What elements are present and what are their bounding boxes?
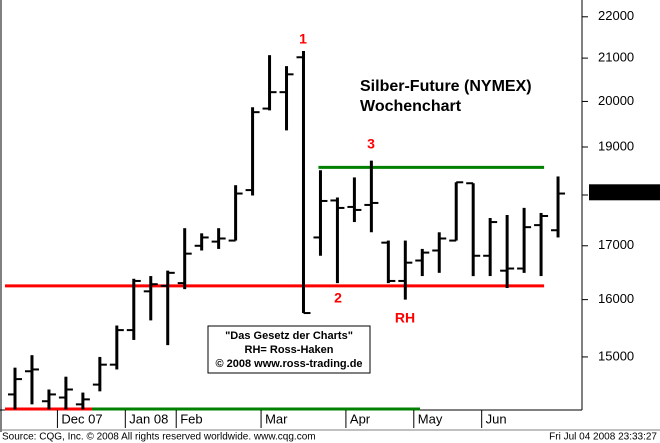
y-tick-label: 17000 [598, 237, 634, 252]
x-tick-label: Jan 08 [129, 411, 168, 426]
footer-timestamp: Fri Jul 04 2008 23:33:27 [549, 432, 657, 443]
chart-title: Silber-Future (NYMEX) [360, 78, 532, 95]
x-tick-label: Feb [180, 411, 202, 426]
y-tick-label: 16000 [598, 291, 634, 306]
x-tick-label: Apr [350, 411, 371, 426]
x-tick-label: Jun [486, 411, 507, 426]
note-box [207, 325, 371, 374]
x-tick-label: May [418, 411, 443, 426]
annotation: RH [395, 310, 415, 326]
note-line: "Das Gesetz der Charts" [225, 330, 353, 342]
annotation: 2 [334, 290, 342, 306]
last-price-box [589, 184, 660, 201]
footer-source: Source: CQG, Inc. © 2008 All rights rese… [2, 432, 316, 443]
x-tick-label: Mar [265, 411, 288, 426]
x-tick-label: Dec 07 [61, 411, 102, 426]
y-tick-label: 19000 [598, 138, 634, 153]
note-line: RH= Ross-Haken [245, 344, 334, 356]
y-tick-label: 22000 [598, 8, 634, 23]
y-tick-label: 21000 [598, 50, 634, 65]
last-price-label: 18055 [598, 184, 634, 199]
annotation: 3 [367, 136, 375, 152]
y-tick-label: 20000 [598, 93, 634, 108]
y-tick-label: 15000 [598, 348, 634, 363]
note-line: © 2008 www.ross-trading.de [215, 358, 362, 370]
annotation: 1 [299, 31, 307, 47]
chart-subtitle: Wochenchart [360, 98, 462, 115]
